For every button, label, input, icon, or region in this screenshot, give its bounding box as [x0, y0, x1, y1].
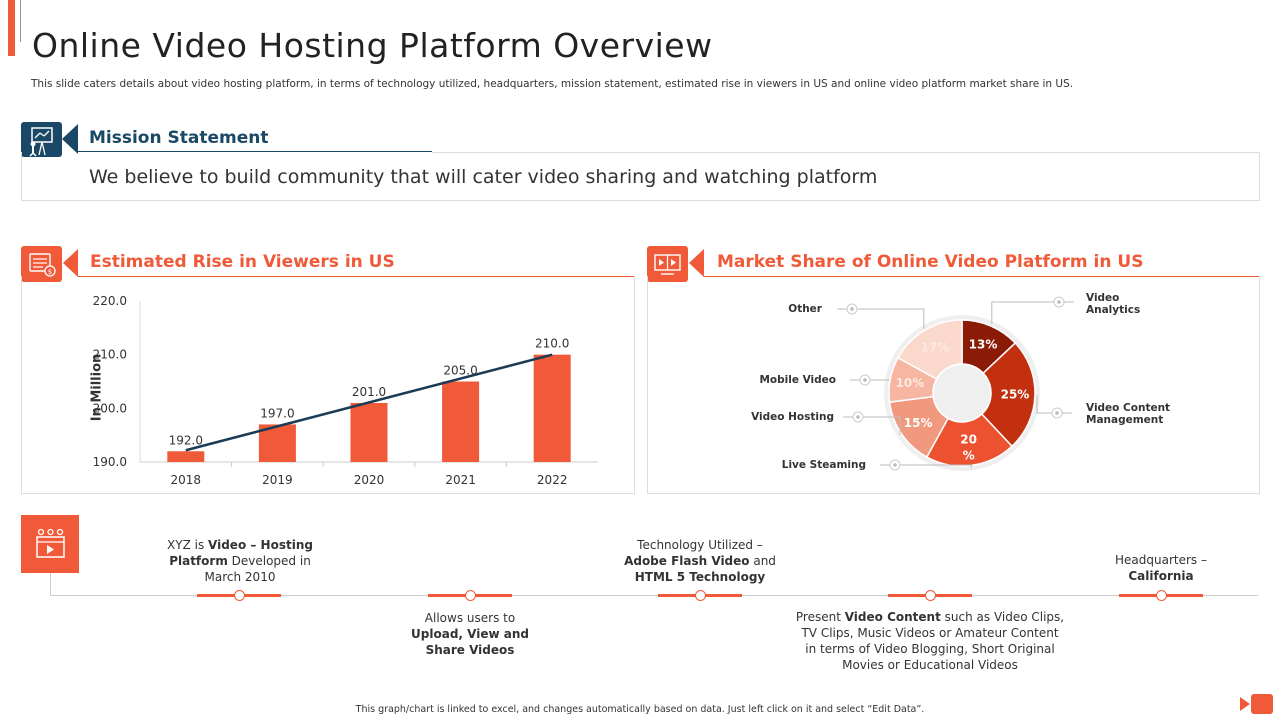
bar: [350, 402, 388, 462]
x-tick-label: 2022: [537, 473, 568, 487]
x-tick-label: 2019: [262, 473, 293, 487]
video-screens-icon: [647, 246, 688, 282]
slice-value-label: 15%: [904, 416, 933, 430]
bar-value-label: 205.0: [443, 364, 477, 378]
callout-marker-dot: [856, 415, 860, 419]
timeline-item-5: Headquarters – California: [1115, 553, 1207, 583]
timeline-dot: [1156, 590, 1167, 601]
market-panel-box: [647, 276, 1260, 494]
slice-category-label: Live Steaming: [782, 459, 866, 471]
bar: [167, 451, 205, 462]
donut-slice: [897, 319, 963, 381]
mission-heading: Mission Statement: [89, 128, 269, 148]
x-tick-label: 2020: [354, 473, 385, 487]
callout-line: [852, 308, 925, 329]
timeline-item-4: Present Video Content such as Video Clip…: [795, 610, 1065, 672]
donut-hole: [934, 365, 990, 421]
viewers-panel-line: [78, 276, 635, 277]
video-player-icon: [21, 515, 79, 573]
corner-video-icon: [1251, 694, 1273, 714]
callout-marker-dot: [863, 378, 867, 382]
timeline-dot: [695, 590, 706, 601]
slice-value-label: 17%: [921, 340, 950, 354]
x-tick-label: 2021: [445, 473, 476, 487]
bar: [442, 381, 480, 462]
mission-box-top-edge: [432, 152, 1260, 153]
callout-line: [991, 301, 1059, 325]
y-tick-label: 220.0: [93, 294, 127, 308]
callout-line: [858, 416, 901, 436]
timeline-line: [50, 595, 1258, 596]
bar: [533, 354, 571, 462]
svg-text:$: $: [48, 268, 52, 276]
callout-line: [895, 464, 972, 468]
slice-category-label: Mobile Video: [759, 374, 836, 386]
y-tick-label: 210.0: [93, 348, 127, 362]
timeline-item-1: XYZ is Video – Hosting Platform Develope…: [167, 538, 313, 584]
donut-slice: [980, 341, 1036, 448]
bar-value-label: 197.0: [260, 406, 294, 420]
callout-marker-dot: [893, 463, 897, 467]
viewers-panel-arrow: [63, 249, 78, 277]
callout-line: [865, 378, 889, 381]
slice-value-label: 25%: [1001, 388, 1030, 402]
callout-marker-dot: [1055, 411, 1059, 415]
mission-underline: [78, 151, 432, 152]
callout-marker-dot: [1057, 300, 1061, 304]
mission-statement: We believe to build community that will …: [89, 166, 878, 188]
timeline-dot: [925, 590, 936, 601]
mission-box: [21, 152, 1260, 201]
slice-category-label: Other: [788, 303, 823, 315]
title-accent-bar: [8, 0, 15, 56]
y-tick-label: 190.0: [93, 455, 127, 469]
slice-category-label: Video Hosting: [751, 411, 834, 423]
timeline-dot: [465, 590, 476, 601]
callout-line: [1036, 395, 1057, 414]
bar-value-label: 210.0: [535, 337, 569, 351]
page-subtitle: This slide caters details about video ho…: [31, 78, 1074, 90]
market-panel-line: [704, 276, 1260, 277]
y-tick-label: 200.0: [93, 401, 127, 415]
slice-category-label: Video Analytics: [1086, 292, 1140, 316]
timeline-item-2: Allows users to Upload, View and Share V…: [411, 611, 529, 657]
market-panel-heading: Market Share of Online Video Platform in…: [717, 252, 1144, 272]
viewers-panel-heading: Estimated Rise in Viewers in US: [90, 252, 395, 272]
viewers-panel-box: [21, 276, 635, 494]
trend-line: [185, 353, 553, 452]
mission-arrow: [62, 124, 78, 154]
title-accent-line: [20, 0, 21, 42]
bar-value-label: 201.0: [352, 385, 386, 399]
slice-value-label: 20%: [960, 433, 977, 463]
slice-value-label: 13%: [969, 337, 998, 351]
corner-arrow: [1240, 697, 1250, 711]
market-panel-arrow: [689, 249, 704, 277]
callout-marker-dot: [850, 307, 854, 311]
timeline-dot: [234, 590, 245, 601]
bar-value-label: 192.0: [169, 433, 203, 447]
ticket-dollar-icon: $: [21, 246, 62, 282]
page-title: Online Video Hosting Platform Overview: [32, 26, 713, 65]
slice-category-label: Video Content Management: [1086, 402, 1170, 426]
slice-value-label: 10%: [896, 376, 925, 390]
timeline-item-3: Technology Utilized – Adobe Flash Video …: [624, 538, 776, 584]
timeline-connector: [50, 573, 51, 595]
x-tick-label: 2018: [171, 473, 202, 487]
footer-note: This graph/chart is linked to excel, and…: [355, 704, 925, 715]
presenter-icon: [21, 122, 62, 157]
